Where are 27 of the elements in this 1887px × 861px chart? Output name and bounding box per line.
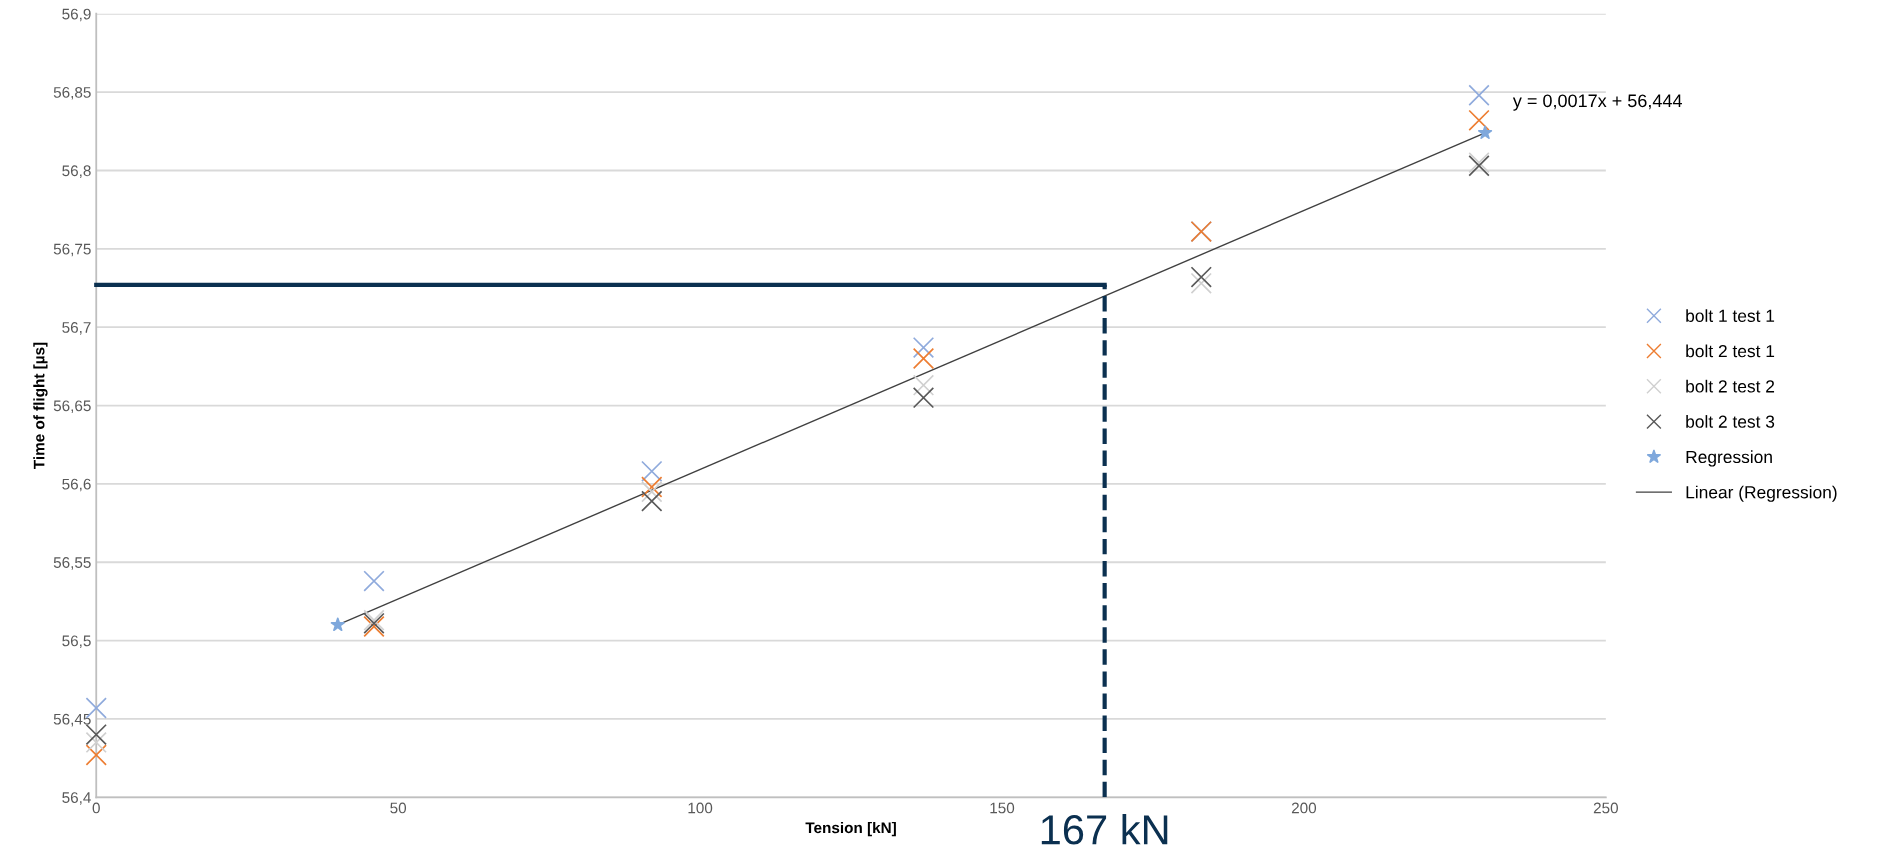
y-axis-title: Time of flight [µs]: [33, 342, 48, 470]
y-tick-label: 56,65: [53, 400, 91, 414]
y-tick-label: 56,6: [62, 478, 91, 492]
y-tick-label: 56,4: [62, 792, 91, 805]
x-tick-label: 150: [990, 802, 1015, 814]
y-tick-label: 56,75: [53, 243, 91, 257]
x-tick-label: 200: [1291, 802, 1317, 814]
x-tick-label: 50: [390, 802, 407, 814]
legend-label: bolt 1 test 1: [1686, 309, 1775, 322]
legend-label: Linear (Regression): [1686, 485, 1837, 502]
y-tick-label: 56,85: [53, 86, 91, 100]
x-tick-label: 250: [1593, 802, 1618, 814]
y-tick-label: 56,45: [53, 713, 91, 727]
legend-label: Regression: [1686, 450, 1772, 467]
y-tick-label: 56,8: [62, 165, 91, 178]
y-tick-label: 56,9: [62, 8, 91, 22]
legend-label: bolt 2 test 1: [1686, 344, 1775, 358]
legend-label: bolt 2 test 3: [1686, 415, 1775, 428]
legend-label: bolt 2 test 2: [1686, 379, 1775, 393]
y-tick-label: 56,55: [53, 557, 91, 570]
x-tick-label: 0: [92, 802, 100, 814]
x-tick-label: 100: [688, 802, 713, 814]
y-tick-label: 56,7: [62, 322, 91, 335]
ref-line-label: 167 kN: [1041, 813, 1168, 845]
x-axis-title: Tension [kN]: [805, 821, 896, 837]
y-tick-label: 56,5: [62, 635, 91, 649]
annotation: y = 0,0017x + 56,444: [1512, 94, 1682, 111]
